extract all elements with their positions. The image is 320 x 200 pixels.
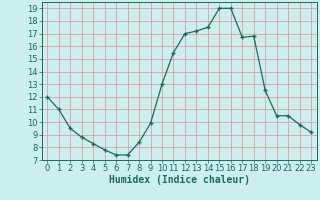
X-axis label: Humidex (Indice chaleur): Humidex (Indice chaleur) bbox=[109, 175, 250, 185]
